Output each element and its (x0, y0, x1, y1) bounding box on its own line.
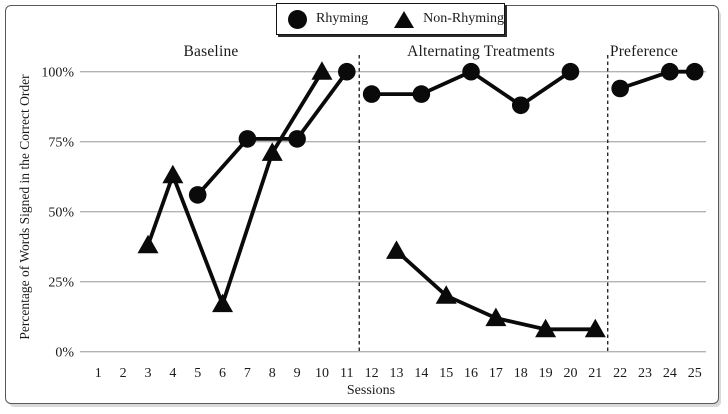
y-axis-title: Percentage of Words Signed in the Correc… (17, 74, 32, 340)
data-point-non-rhyming-session-4 (162, 164, 184, 184)
data-point-rhyming-session-11 (338, 62, 356, 81)
x-tick-label: 8 (269, 366, 276, 381)
x-tick-label: 6 (219, 366, 226, 381)
data-point-rhyming-session-18 (511, 96, 530, 115)
legend-label-rhyming: Rhyming (316, 11, 369, 26)
x-tick-label: 18 (514, 366, 528, 381)
phase-label-preference: Preference (609, 43, 679, 60)
data-point-non-rhyming-session-8 (261, 142, 283, 161)
data-point-rhyming-session-20 (561, 62, 580, 81)
legend: Rhyming Non-Rhyming (276, 3, 505, 35)
data-point-rhyming-session-22 (611, 79, 629, 98)
data-point-rhyming-session-12 (362, 85, 381, 103)
data-point-rhyming-session-9 (288, 130, 306, 148)
x-tick-label: 1 (95, 366, 102, 381)
x-tick-label: 2 (120, 366, 127, 381)
series-line-non-rhyming (146, 69, 324, 310)
x-tick-label: 21 (588, 366, 602, 381)
data-point-rhyming-session-25 (685, 62, 704, 81)
x-tick-label: 4 (169, 366, 176, 381)
data-point-rhyming-session-14 (412, 85, 431, 103)
series-line-rhyming (618, 69, 697, 91)
x-tick-label: 14 (414, 366, 428, 381)
x-tick-label: 5 (194, 366, 201, 381)
x-tick-label: 17 (489, 366, 503, 381)
data-point-non-rhyming-session-15 (435, 285, 457, 304)
y-tick-label: 0% (55, 346, 74, 361)
x-axis-title: Sessions (346, 383, 396, 398)
data-point-non-rhyming-session-13 (386, 240, 407, 259)
y-tick-label: 50% (48, 206, 74, 221)
y-tick-label: 100% (41, 66, 74, 81)
x-tick-label: 25 (688, 366, 702, 381)
legend-label-non-rhyming: Non-Rhyming (423, 11, 505, 26)
data-point-non-rhyming-session-10 (311, 61, 333, 80)
data-point-non-rhyming-session-17 (485, 307, 507, 327)
phase-label-alternating-treatments: Alternating Treatments (407, 43, 555, 60)
non-rhyming-triangle-marker-icon (394, 10, 415, 28)
rhyming-circle-marker-icon (288, 9, 307, 29)
x-tick-label: 22 (613, 366, 627, 381)
phase-label-baseline: Baseline (183, 43, 239, 60)
x-tick-label: 23 (638, 366, 652, 381)
y-tick-label: 75% (48, 136, 74, 151)
data-point-rhyming-session-5 (188, 186, 207, 204)
x-tick-label: 10 (315, 366, 329, 381)
data-point-rhyming-session-16 (462, 62, 480, 81)
data-point-non-rhyming-session-3 (137, 234, 159, 254)
x-tick-label: 12 (365, 366, 379, 381)
x-tick-label: 9 (294, 366, 301, 381)
data-point-rhyming-session-7 (238, 130, 257, 148)
data-point-non-rhyming-session-19 (535, 318, 557, 338)
x-tick-label: 16 (464, 366, 478, 381)
x-tick-label: 19 (539, 366, 553, 381)
data-point-non-rhyming-session-21 (584, 318, 606, 338)
data-point-rhyming-session-24 (661, 62, 679, 81)
x-tick-label: 15 (439, 366, 453, 381)
x-tick-label: 3 (145, 366, 152, 381)
x-tick-label: 20 (563, 366, 577, 381)
data-point-non-rhyming-session-6 (212, 293, 234, 313)
series-line-rhyming (195, 69, 349, 197)
x-tick-label: 11 (340, 366, 353, 381)
y-tick-label: 25% (48, 276, 74, 291)
x-tick-label: 7 (244, 366, 251, 381)
x-tick-label: 24 (663, 366, 677, 381)
x-tick-label: 13 (390, 366, 404, 381)
